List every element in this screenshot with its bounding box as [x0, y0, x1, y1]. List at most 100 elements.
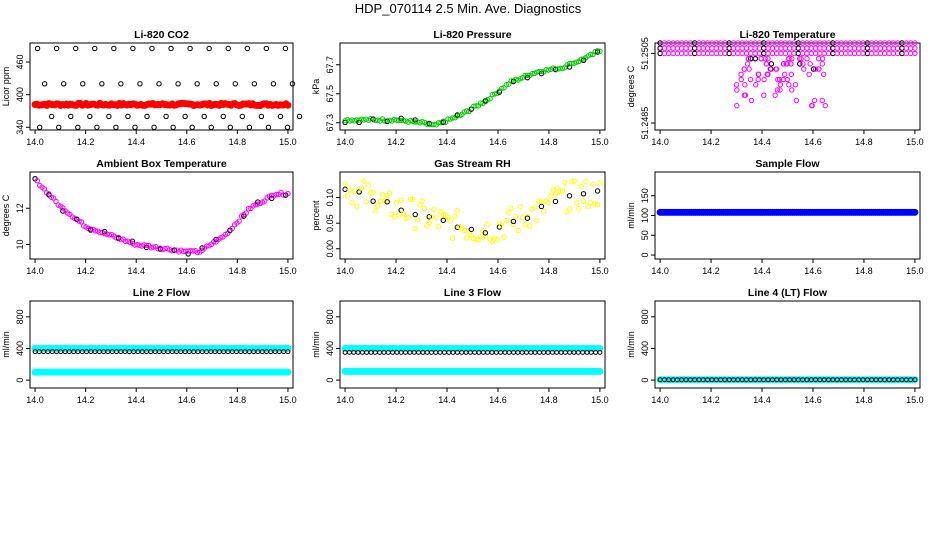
plot-1-outlier: [175, 81, 181, 87]
plot-3-point: [819, 97, 825, 104]
plot-3-point: [782, 45, 789, 51]
plot-3-point: [807, 61, 813, 67]
plot-5-xtick-label: 14.8: [540, 266, 558, 276]
plot-5-ytick-label: 0.00: [325, 240, 335, 258]
plot-3-point: [804, 55, 810, 62]
plot-3-point: [784, 61, 790, 67]
plot-3-point: [847, 50, 853, 57]
plot-4-point: [118, 236, 124, 243]
plot-5-point: [515, 227, 521, 234]
plot-1-outlier: [118, 81, 124, 87]
plot-3-point: [756, 50, 763, 57]
plot-4-point: [48, 194, 54, 200]
plot-5-point: [566, 206, 573, 212]
plot-3-point: [851, 50, 858, 57]
plot-3-avg-point: [748, 55, 754, 62]
plot-5-point: [349, 199, 355, 206]
plot-1-outlier: [106, 113, 112, 120]
plot-5-point: [499, 222, 505, 228]
plot-3-point: [869, 45, 875, 51]
plot-5-frame: [339, 171, 606, 260]
plot-3-point: [856, 45, 862, 51]
plot-6-xtick-label: 15.0: [906, 266, 924, 276]
plot-5-point: [522, 222, 528, 228]
plot-3-avg-point: [761, 50, 767, 57]
plot-8-xtick-label: 14.4: [438, 395, 456, 405]
plot-1-outlier: [289, 81, 296, 87]
plot-3-point: [843, 45, 849, 51]
plot-3-avg-point: [752, 55, 759, 62]
plot-3-point: [881, 50, 888, 57]
plot-1-outlier: [213, 81, 219, 87]
plot-3-point: [713, 50, 719, 57]
plot-5-avg-point: [342, 186, 348, 193]
plot-3-point: [894, 45, 901, 51]
plot-5-xtick-label: 15.0: [591, 266, 609, 276]
plot-5-point: [527, 223, 533, 229]
plot-2-point: [538, 68, 545, 75]
plot-5-avg-point: [552, 198, 559, 205]
plot-4-point: [194, 249, 201, 256]
plot-3-point: [761, 92, 767, 98]
plot-4-point: [273, 191, 280, 198]
plot-3-point: [704, 45, 711, 51]
plot-3-xtick-label: 14.4: [753, 137, 771, 147]
plot-1-outlier: [208, 124, 214, 130]
plot-3-point: [886, 45, 892, 51]
plot-3-point: [748, 45, 754, 51]
plot-1-outlier: [206, 45, 212, 52]
plot-5-avg-point: [524, 215, 531, 221]
plot-2-point: [529, 70, 535, 77]
plot-1-outlier: [130, 45, 136, 52]
plot-1-outlier: [34, 45, 41, 52]
plot-2-xtick-label: 14.0: [336, 137, 354, 147]
plot-6-xtick-label: 14.6: [804, 266, 822, 276]
plot-5-point: [419, 198, 425, 204]
plot-7-ytick-label: 800: [15, 309, 25, 324]
plot-5-avg-point: [370, 198, 376, 204]
plot-3-point: [752, 50, 758, 57]
plot-4-point: [106, 232, 112, 238]
plot-1-title: Li-820 CO2: [134, 29, 189, 41]
plot-3-point: [741, 66, 747, 72]
plot-5-point: [452, 213, 458, 219]
plot-1-outlier: [270, 81, 277, 87]
plot-3-point: [758, 55, 764, 62]
plot-3-point: [777, 82, 784, 88]
plot-2-point: [597, 48, 603, 55]
plot-5-point: [365, 182, 372, 188]
plot-5-point: [573, 200, 580, 206]
plot-5-point: [440, 211, 446, 218]
plot-3-point: [881, 45, 888, 51]
plot-1-outlier: [56, 124, 62, 130]
plot-5-point: [541, 208, 547, 215]
plot-5-ytick-label: 0.10: [325, 189, 335, 207]
plot-1-outlier: [251, 81, 258, 87]
plot-7-xtick-label: 14.0: [26, 395, 44, 405]
plot-3-avg-point: [795, 50, 801, 57]
plot-5-point: [594, 201, 601, 208]
plot-3-point: [799, 45, 806, 51]
plot-1-outlier: [68, 113, 74, 120]
plot-5-point: [393, 199, 400, 206]
plot-3-point: [806, 71, 812, 78]
plot-2-point: [545, 67, 552, 73]
plot-5-point: [580, 198, 587, 205]
plot-3-point: [817, 50, 823, 57]
plot-2-xtick-label: 14.2: [387, 137, 405, 147]
plot-3-point: [877, 50, 884, 57]
plot-1-outlier: [151, 124, 157, 130]
plot-1-outlier: [75, 124, 81, 130]
plot-3-point: [739, 50, 745, 57]
plot-3-point: [755, 71, 761, 78]
plot-3-point: [804, 45, 810, 51]
plot-3-point: [786, 50, 793, 57]
plot-1-outlier: [220, 113, 226, 120]
plot-5-point: [520, 214, 526, 221]
plot-4-xtick-label: 14.2: [77, 266, 95, 276]
plot-1-xtick-label: 14.2: [77, 137, 95, 147]
plot-5-point: [414, 217, 421, 223]
plot-3-point: [696, 45, 702, 51]
plot-5-point: [342, 181, 348, 187]
plot-1-outlier: [87, 113, 93, 120]
